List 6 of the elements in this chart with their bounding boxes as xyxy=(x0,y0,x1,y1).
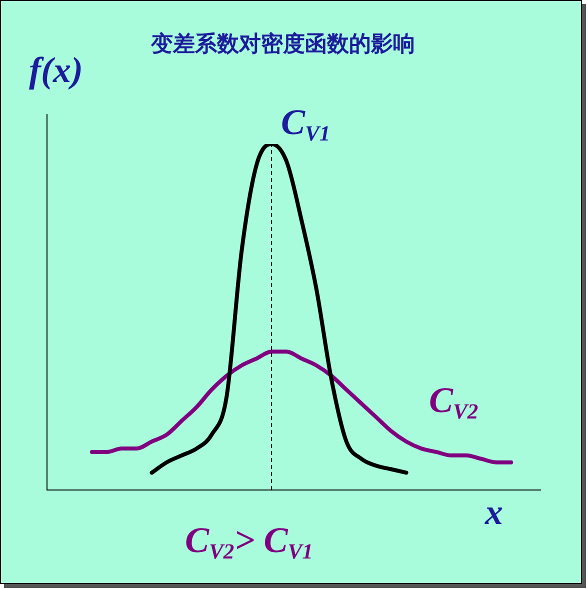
x-axis-title: x xyxy=(485,491,503,533)
chart-title: 变差系数对密度函数的影响 xyxy=(151,30,415,59)
y-axis-title: f(x) xyxy=(29,49,83,91)
annotation: C$_{V2}$ xyxy=(429,379,478,424)
annotation: C$_{V1}$ xyxy=(281,101,330,146)
text: C$_{V2}$> C$_{V1}$ xyxy=(185,519,313,564)
